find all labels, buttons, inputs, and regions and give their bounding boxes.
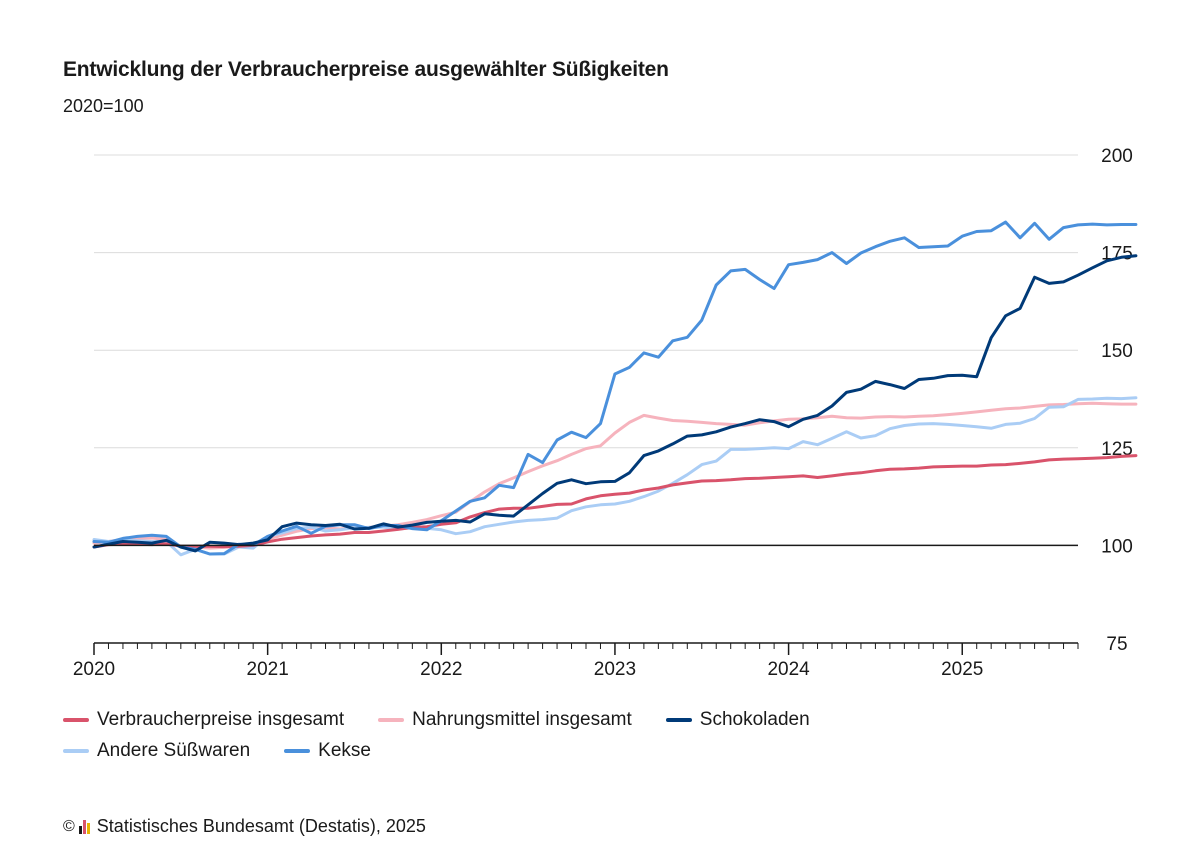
- legend-row: Andere Süßwaren Kekse: [63, 735, 963, 766]
- series-line-kekse: [92, 220, 1138, 556]
- legend-item-kekse: Kekse: [284, 740, 371, 762]
- x-tick-label: 2022: [420, 659, 462, 680]
- x-tick-label: 2023: [594, 659, 636, 680]
- y-tick-label: 200: [1101, 146, 1133, 167]
- chart-legend: Verbraucherpreise insgesamt Nahrungsmitt…: [63, 704, 963, 766]
- legend-swatch: [284, 748, 311, 753]
- legend-swatch: [378, 717, 405, 722]
- y-tick-label: 150: [1101, 341, 1133, 362]
- legend-label: Kekse: [318, 739, 371, 761]
- y-tick-label: 100: [1101, 536, 1133, 557]
- y-tick-label: 125: [1101, 439, 1133, 460]
- chart-subtitle: 2020=100: [63, 96, 144, 116]
- legend-swatch: [63, 748, 89, 753]
- legend-label: Schokoladen: [699, 708, 810, 730]
- x-tick-label: 2021: [247, 659, 289, 680]
- chart-title: Entwicklung der Verbraucherpreise ausgew…: [63, 58, 669, 81]
- x-tick-label: 2020: [73, 659, 115, 680]
- series-line-nahrungsmittel-insgesamt: [92, 401, 1138, 550]
- source-footer: © Statistisches Bundesamt (Destatis), 20…: [63, 816, 426, 837]
- legend-item-nahrungsmittel: Nahrungsmittel insgesamt: [378, 709, 632, 731]
- legend-label: Nahrungsmittel insgesamt: [412, 708, 632, 730]
- series-line-schokoladen: [92, 254, 1138, 553]
- series-line-verbraucherpreise-insgesamt: [92, 454, 1138, 549]
- series-line-andere-süßwaren: [92, 396, 1138, 557]
- legend-label: Andere Süßwaren: [97, 739, 251, 761]
- destatis-logo-icon: [78, 819, 91, 834]
- source-text: Statistisches Bundesamt (Destatis), 2025: [96, 816, 426, 836]
- legend-label: Verbraucherpreise insgesamt: [97, 708, 345, 730]
- legend-swatch: [665, 717, 692, 722]
- legend-item-verbraucherpreise: Verbraucherpreise insgesamt: [63, 709, 344, 731]
- legend-swatch: [63, 717, 89, 722]
- x-tick-label: 2025: [941, 659, 983, 680]
- y-tick-label: 75: [1106, 634, 1127, 655]
- copyright-icon: ©: [63, 817, 75, 835]
- x-tick-label: 2024: [767, 659, 810, 680]
- legend-item-schokoladen: Schokoladen: [665, 708, 810, 731]
- legend-item-andere-suesswaren: Andere Süßwaren: [63, 740, 250, 762]
- legend-row: Verbraucherpreise insgesamt Nahrungsmitt…: [63, 704, 963, 735]
